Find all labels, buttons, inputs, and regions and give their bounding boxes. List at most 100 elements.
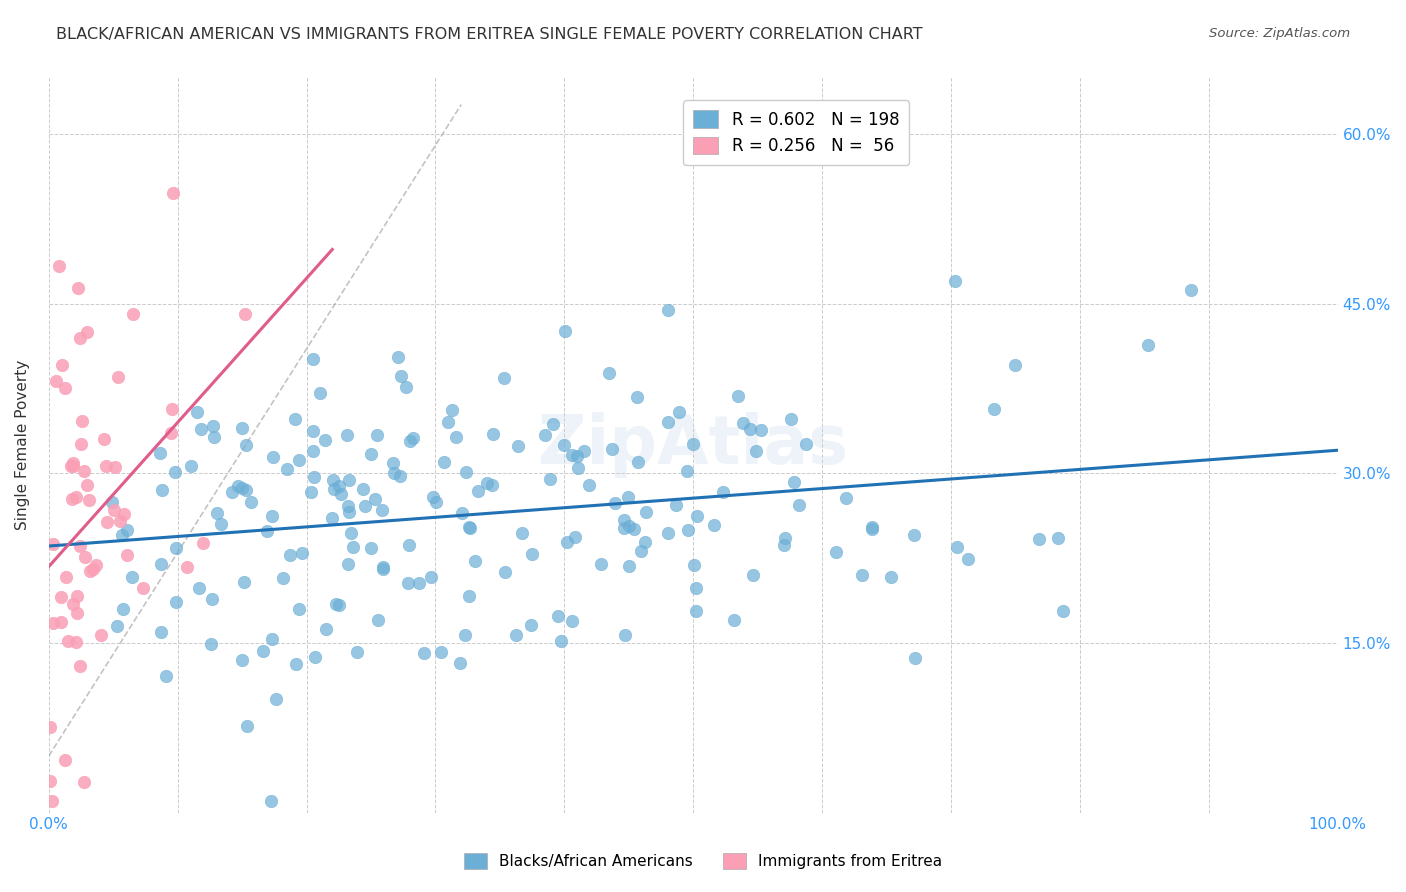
Point — [260, 794, 283, 808]
Point — [520, 618, 543, 632]
Point — [322, 482, 344, 496]
Point — [304, 470, 326, 484]
Point — [464, 554, 486, 568]
Point — [193, 536, 215, 550]
Y-axis label: Single Female Poverty: Single Female Poverty — [15, 359, 30, 530]
Point — [436, 416, 458, 430]
Point — [329, 487, 352, 501]
Point — [398, 434, 420, 448]
Point — [301, 424, 323, 438]
Point — [634, 505, 657, 519]
Point — [444, 430, 467, 444]
Point — [112, 507, 135, 521]
Point — [425, 495, 447, 509]
Point — [256, 524, 278, 539]
Point — [686, 509, 709, 524]
Point — [231, 481, 253, 495]
Point — [564, 529, 586, 543]
Point — [657, 302, 679, 317]
Point — [364, 492, 387, 507]
Text: Source: ZipAtlas.com: Source: ZipAtlas.com — [1209, 27, 1350, 40]
Point — [627, 455, 650, 469]
Point — [252, 644, 274, 658]
Point — [733, 416, 755, 430]
Point — [398, 575, 420, 590]
Point — [288, 453, 311, 467]
Point — [557, 535, 579, 549]
Point — [160, 426, 183, 441]
Point — [619, 558, 641, 573]
Point — [591, 558, 613, 572]
Point — [180, 459, 202, 474]
Point — [69, 659, 91, 673]
Point — [121, 569, 143, 583]
Point — [617, 490, 640, 504]
Point — [321, 511, 343, 525]
Point — [221, 484, 243, 499]
Point — [903, 528, 925, 542]
Point — [103, 503, 125, 517]
Point — [533, 427, 555, 442]
Point — [598, 366, 620, 380]
Point — [553, 438, 575, 452]
Point — [413, 646, 436, 660]
Point — [70, 414, 93, 428]
Point — [62, 456, 84, 470]
Point — [794, 436, 817, 450]
Point — [304, 649, 326, 664]
Point — [176, 559, 198, 574]
Point — [291, 546, 314, 560]
Point — [101, 494, 124, 508]
Point — [565, 450, 588, 464]
Point — [1180, 283, 1202, 297]
Point — [538, 472, 561, 486]
Point — [419, 570, 441, 584]
Point — [264, 691, 287, 706]
Point — [346, 645, 368, 659]
Point — [314, 433, 336, 447]
Point — [1004, 358, 1026, 372]
Point — [204, 430, 226, 444]
Point — [727, 389, 749, 403]
Point — [408, 576, 430, 591]
Point — [740, 422, 762, 436]
Point — [271, 571, 294, 585]
Point — [880, 570, 903, 584]
Point — [904, 651, 927, 665]
Point — [547, 608, 569, 623]
Point — [342, 540, 364, 554]
Point — [494, 565, 516, 579]
Point — [339, 526, 361, 541]
Point — [301, 443, 323, 458]
Point — [62, 458, 84, 473]
Point — [567, 461, 589, 475]
Point — [550, 633, 572, 648]
Point — [55, 381, 77, 395]
Point — [76, 478, 98, 492]
Point — [337, 505, 360, 519]
Point — [402, 431, 425, 445]
Point — [260, 632, 283, 646]
Point — [69, 331, 91, 345]
Point — [322, 473, 344, 487]
Point — [39, 773, 62, 788]
Point — [613, 628, 636, 642]
Point — [630, 543, 652, 558]
Point — [685, 604, 707, 618]
Point — [121, 307, 143, 321]
Point — [676, 523, 699, 537]
Point — [371, 502, 394, 516]
Point — [205, 506, 228, 520]
Point — [110, 514, 132, 528]
Point — [315, 622, 337, 636]
Point — [1028, 533, 1050, 547]
Point — [957, 552, 980, 566]
Point — [482, 427, 505, 442]
Point — [115, 524, 138, 538]
Point — [73, 550, 96, 565]
Point — [453, 627, 475, 641]
Point — [149, 558, 172, 572]
Point — [42, 537, 65, 551]
Point — [233, 574, 256, 589]
Point — [783, 475, 806, 489]
